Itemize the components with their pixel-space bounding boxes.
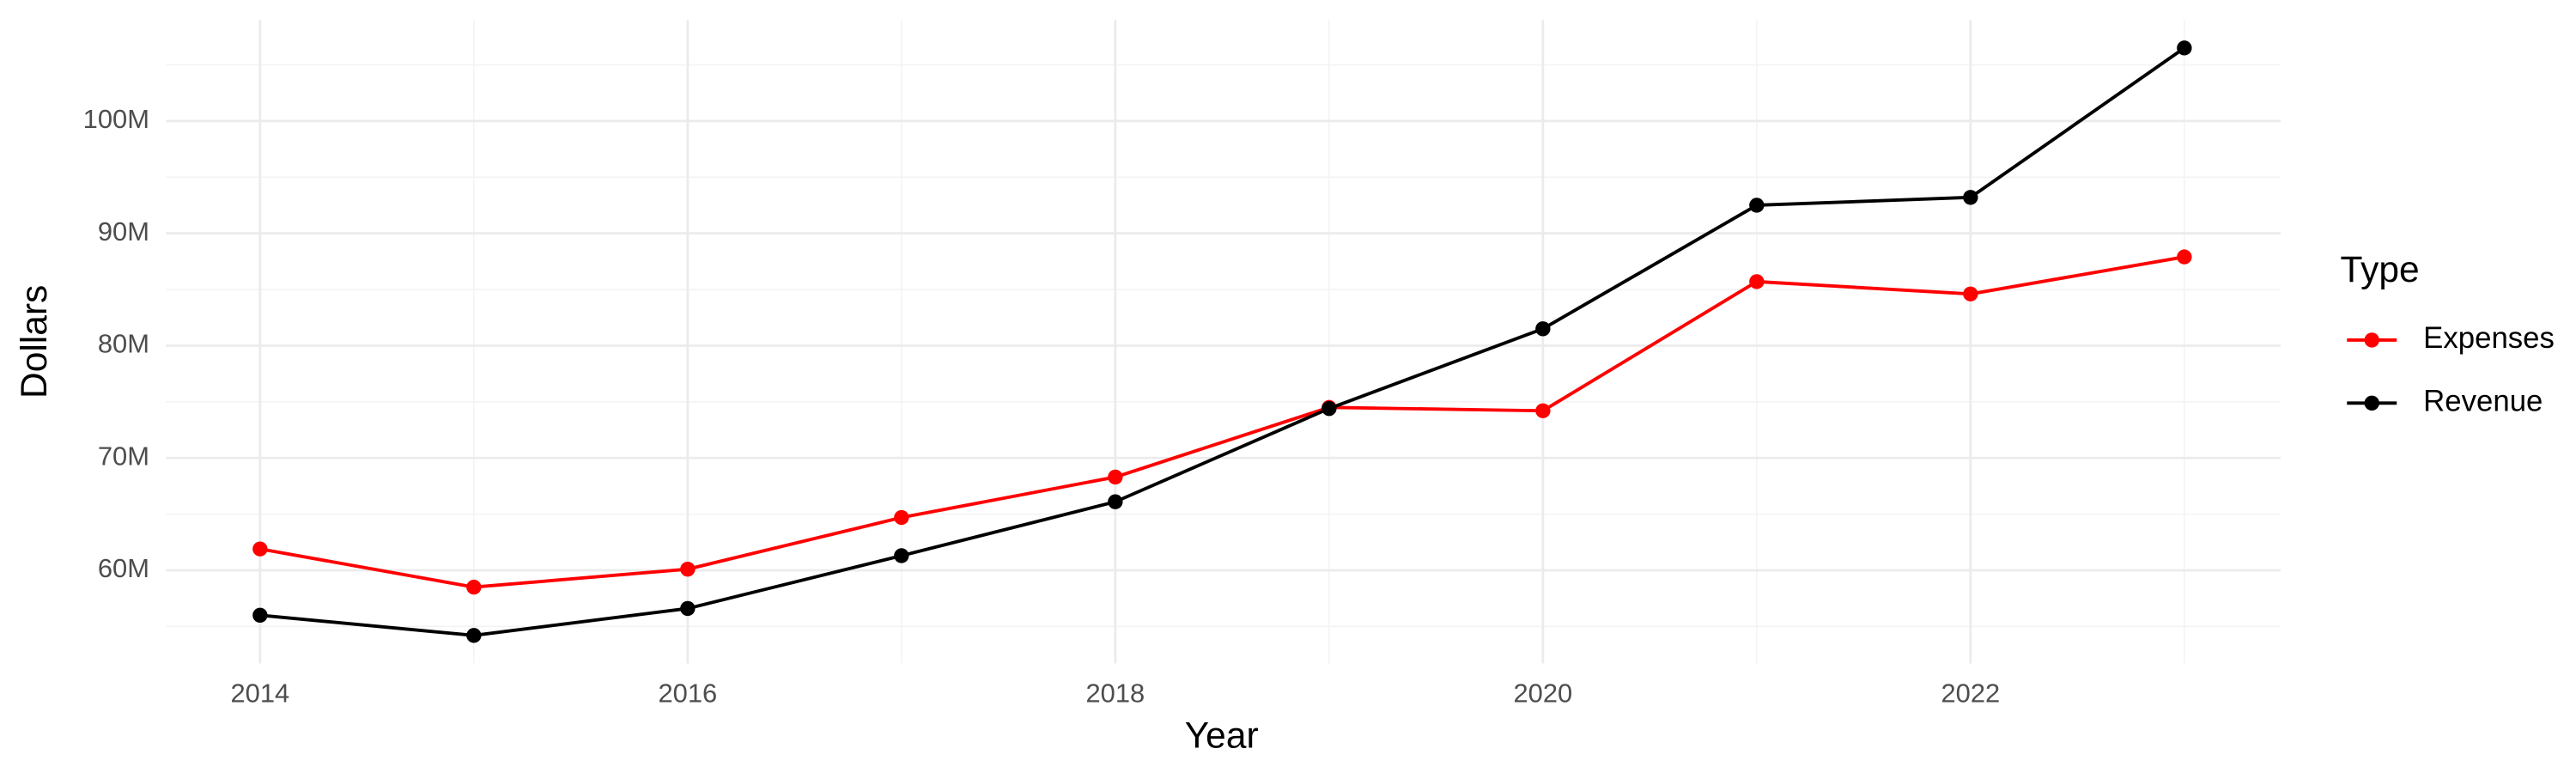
data-point [466, 628, 482, 643]
data-point [1749, 274, 1765, 289]
series-line [259, 255, 2185, 589]
x-tick-label: 2022 [1941, 678, 2000, 708]
data-point [1321, 400, 1337, 417]
legend-label: Revenue [2423, 386, 2543, 418]
legend-marker [2364, 395, 2379, 411]
data-point [1535, 321, 1551, 337]
y-tick-label: 60M [98, 553, 149, 583]
data-point [252, 541, 268, 557]
legend-marker [2364, 332, 2379, 348]
y-tick-label: 80M [98, 329, 149, 359]
y-tick-label: 90M [98, 216, 149, 247]
data-point [466, 579, 482, 595]
y-axis-title: Dollars [15, 285, 55, 399]
series-line [259, 46, 2185, 637]
data-point [1535, 403, 1551, 418]
data-point [1963, 190, 1978, 205]
data-point [1108, 469, 1123, 485]
legend-label: Expenses [2423, 322, 2555, 355]
x-tick-label: 2016 [658, 678, 717, 708]
data-point [680, 561, 696, 577]
data-point [1108, 494, 1123, 509]
legend-title: Type [2341, 250, 2420, 290]
data-point [2177, 40, 2192, 56]
data-point [1963, 286, 1978, 301]
x-tick-label: 2014 [230, 678, 289, 708]
data-point [894, 548, 909, 563]
data-point [680, 600, 696, 617]
y-tick-label: 70M [98, 441, 149, 471]
y-tick-label: 100M [83, 104, 149, 134]
data-point [1749, 198, 1765, 213]
data-point [894, 509, 909, 526]
x-axis-title: Year [1185, 716, 1259, 757]
x-tick-label: 2020 [1513, 678, 1572, 708]
x-tick-label: 2018 [1085, 678, 1145, 708]
data-point [2177, 249, 2192, 265]
data-point [252, 607, 268, 623]
